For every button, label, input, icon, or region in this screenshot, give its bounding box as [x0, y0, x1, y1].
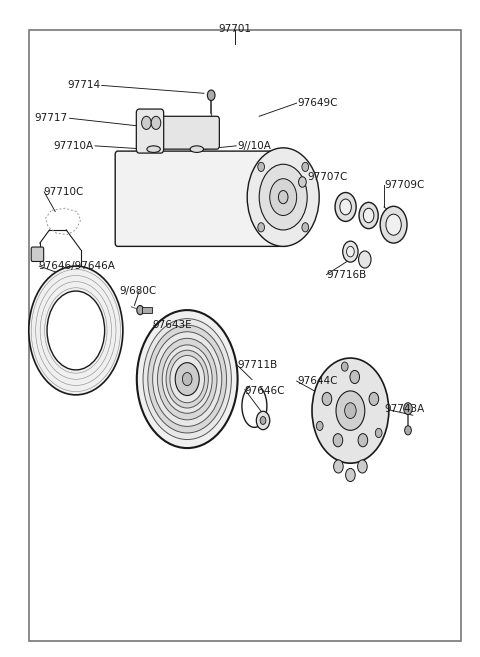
- Ellipse shape: [190, 146, 204, 152]
- Circle shape: [170, 355, 204, 403]
- Circle shape: [270, 179, 297, 215]
- Circle shape: [312, 358, 389, 463]
- Circle shape: [341, 362, 348, 371]
- Text: 97646C: 97646C: [245, 386, 285, 396]
- Text: 97716B: 97716B: [326, 269, 367, 280]
- Text: 97643E: 97643E: [153, 320, 192, 330]
- Circle shape: [316, 421, 323, 430]
- Circle shape: [302, 223, 309, 232]
- Text: 97707C: 97707C: [307, 172, 348, 183]
- Circle shape: [333, 434, 343, 447]
- Text: 9//10A: 9//10A: [238, 141, 272, 151]
- FancyBboxPatch shape: [136, 109, 164, 153]
- Circle shape: [335, 193, 356, 221]
- Circle shape: [153, 332, 222, 426]
- Circle shape: [345, 403, 356, 419]
- Circle shape: [260, 417, 266, 424]
- Circle shape: [405, 426, 411, 435]
- Text: 97717: 97717: [34, 113, 67, 124]
- Circle shape: [143, 319, 231, 440]
- Text: 97644C: 97644C: [298, 376, 338, 386]
- Circle shape: [259, 164, 307, 230]
- Circle shape: [363, 208, 374, 223]
- Text: 97701: 97701: [219, 24, 252, 34]
- Circle shape: [278, 191, 288, 204]
- Text: 97710C: 97710C: [43, 187, 84, 197]
- Circle shape: [166, 350, 208, 408]
- Circle shape: [334, 460, 343, 473]
- Circle shape: [247, 148, 319, 246]
- Circle shape: [162, 345, 212, 413]
- Circle shape: [137, 310, 238, 448]
- Text: 9/680C: 9/680C: [119, 286, 156, 296]
- Circle shape: [386, 214, 401, 235]
- Circle shape: [375, 428, 382, 438]
- FancyBboxPatch shape: [157, 116, 219, 149]
- FancyBboxPatch shape: [31, 247, 44, 261]
- Circle shape: [29, 266, 123, 395]
- Circle shape: [347, 246, 354, 257]
- Circle shape: [137, 306, 144, 315]
- Circle shape: [359, 251, 371, 268]
- Circle shape: [358, 460, 367, 473]
- Circle shape: [157, 338, 217, 420]
- Text: 97646/97646A: 97646/97646A: [38, 261, 115, 271]
- Circle shape: [256, 411, 270, 430]
- Circle shape: [302, 162, 309, 171]
- FancyBboxPatch shape: [115, 151, 288, 246]
- Text: 97710A: 97710A: [53, 141, 94, 151]
- Circle shape: [148, 325, 227, 433]
- Circle shape: [380, 206, 407, 243]
- Circle shape: [369, 392, 379, 405]
- Circle shape: [322, 392, 332, 405]
- Circle shape: [358, 434, 368, 447]
- Circle shape: [258, 162, 264, 171]
- Text: 97743A: 97743A: [384, 403, 424, 414]
- Ellipse shape: [147, 146, 160, 152]
- Circle shape: [346, 468, 355, 482]
- Circle shape: [350, 371, 360, 384]
- Text: 97709C: 97709C: [384, 180, 424, 191]
- FancyBboxPatch shape: [142, 307, 152, 313]
- Circle shape: [182, 373, 192, 386]
- Text: 97711B: 97711B: [238, 359, 278, 370]
- Text: 97714: 97714: [68, 80, 101, 91]
- Circle shape: [175, 363, 199, 396]
- Circle shape: [359, 202, 378, 229]
- Circle shape: [47, 291, 105, 370]
- Circle shape: [340, 199, 351, 215]
- Circle shape: [336, 391, 365, 430]
- Circle shape: [343, 241, 358, 262]
- Circle shape: [299, 177, 306, 187]
- Circle shape: [207, 90, 215, 101]
- Text: 97649C: 97649C: [298, 98, 338, 108]
- Circle shape: [142, 116, 151, 129]
- Polygon shape: [250, 380, 259, 390]
- Circle shape: [151, 116, 161, 129]
- Circle shape: [404, 403, 412, 415]
- Circle shape: [258, 223, 264, 232]
